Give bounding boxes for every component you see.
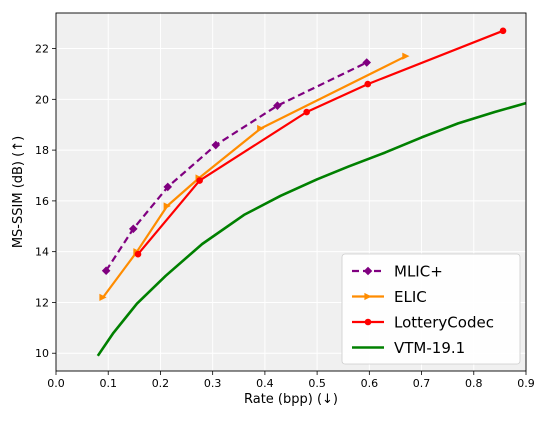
data-point-mlic: [128, 224, 138, 234]
legend-label-mlic: MLIC+: [394, 263, 443, 281]
x-tick-label: 0.7: [413, 377, 431, 390]
data-point-mlic: [362, 58, 372, 67]
data-point-mlic: [101, 266, 111, 276]
y-tick-label: 12: [35, 296, 49, 309]
y-tick-label: 10: [35, 347, 49, 360]
data-point-mlic: [163, 182, 173, 192]
y-tick-label: 14: [35, 246, 49, 259]
y-tick-label: 16: [35, 195, 49, 208]
x-tick-label: 0.4: [256, 377, 274, 390]
legend-label-vtm-19-1: VTM-19.1: [394, 339, 465, 357]
x-axis-label: Rate (bpp) (↓): [244, 392, 338, 407]
series-line-elic: [102, 55, 407, 299]
data-point-elic: [257, 124, 265, 133]
legend-item-elic: ELIC: [352, 288, 427, 306]
legend-label-lotterycodec: LotteryCodec: [394, 314, 494, 332]
series-vtm-19-1: [96, 101, 527, 357]
series-lotterycodec: [134, 27, 507, 258]
data-point-lotterycodec: [196, 177, 203, 184]
x-tick-label: 0.1: [99, 377, 117, 390]
data-point-lotterycodec: [303, 108, 310, 116]
legend-marker-elic: [364, 292, 372, 301]
data-point-elic: [402, 52, 410, 60]
legend-item-lotterycodec: LotteryCodec: [352, 314, 494, 332]
legend-box: [341, 253, 521, 365]
y-tick-label: 22: [35, 43, 49, 56]
data-point-elic: [163, 202, 171, 210]
data-point-mlic: [273, 101, 282, 110]
series-line-vtm-19-1: [96, 101, 527, 357]
legend-marker-lotterycodec: [364, 318, 372, 326]
data-point-mlic: [211, 140, 221, 150]
x-tick-label: 0.5: [308, 377, 326, 390]
data-point-lotterycodec: [134, 250, 142, 258]
x-tick-label: 0.9: [517, 377, 535, 390]
y-axis-label: MS-SSIM (dB) (↑): [11, 136, 26, 248]
data-point-lotterycodec: [499, 27, 507, 35]
data-point-elic: [99, 293, 107, 301]
legend-item-mlic: MLIC+: [352, 263, 443, 281]
legend-marker-mlic: [363, 266, 373, 276]
x-tick-label: 0.2: [152, 377, 170, 390]
legend-item-vtm-19-1: VTM-19.1: [352, 339, 465, 357]
series-line-mlic: [105, 61, 368, 272]
y-tick-label: 18: [35, 144, 49, 157]
x-tick-label: 0.6: [361, 377, 379, 390]
series-mlic: [101, 58, 372, 276]
axes-frame: [55, 12, 527, 372]
y-tick-label: 20: [35, 93, 49, 106]
legend-label-elic: ELIC: [394, 288, 427, 306]
data-point-lotterycodec: [364, 80, 372, 88]
x-tick-label: 0.3: [204, 377, 222, 390]
x-tick-label: 0.8: [465, 377, 483, 390]
x-tick-label: 0.0: [47, 377, 65, 390]
